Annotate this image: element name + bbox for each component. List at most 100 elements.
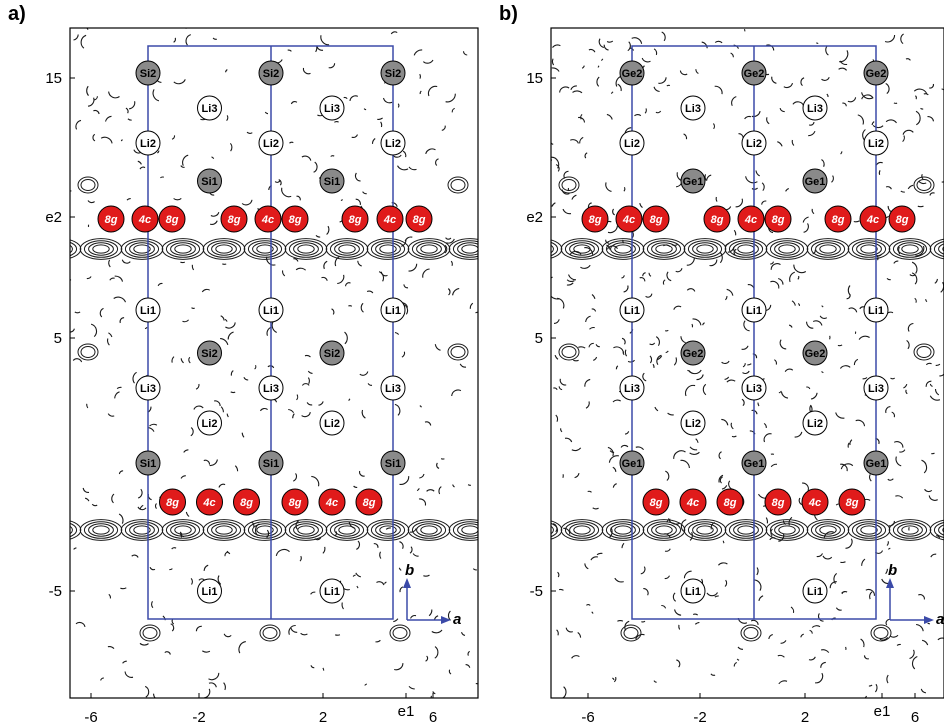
contour-fragment (861, 94, 874, 100)
contour-ring (551, 241, 559, 257)
contour-fragment (649, 342, 656, 346)
atom-circle (824, 205, 852, 233)
contour-ring (897, 242, 923, 256)
contour-ring (379, 244, 397, 254)
atom-circle (802, 340, 828, 366)
contour-fragment (842, 102, 847, 107)
contour-ring (573, 525, 591, 535)
contour-fragment (390, 31, 398, 35)
contour-fragment (557, 571, 560, 578)
contour-fragment (70, 279, 72, 282)
contour-fragment (865, 588, 875, 596)
contour-fragment (902, 129, 914, 135)
atom-circle (319, 340, 345, 366)
contour-fragment (641, 620, 646, 623)
contour-fragment (355, 198, 361, 206)
contour-fragment (201, 288, 210, 293)
contour-fragment (607, 225, 618, 234)
contour-fragment (724, 376, 730, 380)
contour-ring (452, 521, 478, 539)
contour-fragment (702, 383, 707, 396)
contour-fragment (119, 317, 125, 324)
atom-label: Ge2 (744, 68, 765, 80)
contour-fragment (623, 285, 629, 293)
contour-fragment (665, 329, 669, 332)
contour-fragment (281, 187, 292, 198)
contour-fragment (217, 575, 222, 585)
x-tick-label: e1 (398, 703, 415, 720)
contour-fragment (686, 257, 695, 266)
contour-ring (605, 521, 641, 539)
contour-fragment (208, 682, 217, 688)
contour-fragment (929, 192, 935, 196)
contour-fragment (211, 156, 215, 160)
atom-site: Li2 (319, 410, 345, 436)
contour-ring (329, 240, 365, 258)
atom-label: 4c (744, 214, 757, 226)
contour-loop (80, 346, 96, 358)
contour-fragment (818, 613, 824, 622)
contour-fragment (367, 383, 373, 386)
atom-circle (319, 410, 345, 436)
contour-ring (815, 242, 841, 256)
contour-fragment (653, 48, 658, 56)
contour-fragment (890, 377, 896, 380)
contour-fragment (190, 427, 194, 437)
atom-label: 8g (589, 214, 602, 226)
contour-fragment (220, 338, 229, 346)
contour-fragment (344, 331, 348, 345)
contour-fragment (282, 270, 286, 277)
contour-fragment (585, 315, 591, 323)
contour-fragment (835, 412, 845, 419)
contour-fragment (561, 686, 567, 698)
contour-loop (561, 179, 577, 191)
x-tick-label: -6 (581, 709, 594, 726)
contour-fragment (180, 165, 185, 168)
contour-ring (338, 525, 356, 535)
contour-fragment (792, 101, 805, 106)
contour-fragment (213, 400, 221, 407)
atom-site: Li3 (380, 375, 406, 401)
atom-label: Si2 (324, 348, 341, 360)
contour-ring (70, 239, 82, 259)
contour-fragment (475, 311, 478, 314)
contour-fragment (847, 442, 850, 448)
contour-fragment (107, 338, 110, 346)
atom-label: Si1 (140, 458, 157, 470)
contour-fragment (436, 462, 440, 469)
contour-fragment (788, 324, 793, 328)
contour-fragment (173, 79, 186, 85)
contour-fragment (409, 546, 413, 554)
contour-fragment (376, 581, 385, 586)
atom-label: 8g (105, 214, 118, 226)
contour-ring (293, 242, 319, 256)
y-tick-label: 15 (45, 70, 62, 87)
b-arrowhead (886, 578, 894, 588)
contour-fragment (853, 358, 859, 366)
atom-label: Li1 (324, 586, 340, 598)
b-axis-label: b (888, 562, 897, 579)
contour-fragment (331, 308, 335, 315)
contour-fragment (419, 405, 422, 408)
atom-circle (680, 168, 706, 194)
contour-fragment (209, 220, 218, 225)
contour-fragment (450, 260, 453, 266)
atom-label: Li2 (624, 138, 640, 150)
contour-fragment (911, 272, 918, 285)
contour-fragment (655, 110, 662, 114)
contour-fragment (299, 555, 302, 562)
contour-fragment (191, 264, 195, 271)
contour-ring (897, 523, 923, 537)
contour-fragment (111, 493, 115, 504)
contour-fragment (783, 82, 794, 89)
contour-fragment (858, 335, 870, 340)
contour-fragment (757, 402, 760, 407)
y-tick-label: 5 (535, 330, 543, 347)
contour-fragment (793, 264, 807, 274)
contour-fragment (475, 683, 478, 685)
contour-fragment (623, 187, 626, 192)
contour-fragment (588, 342, 594, 348)
a-arrowhead (924, 616, 934, 624)
contour-fragment (173, 37, 177, 43)
contour-ring (938, 243, 944, 255)
